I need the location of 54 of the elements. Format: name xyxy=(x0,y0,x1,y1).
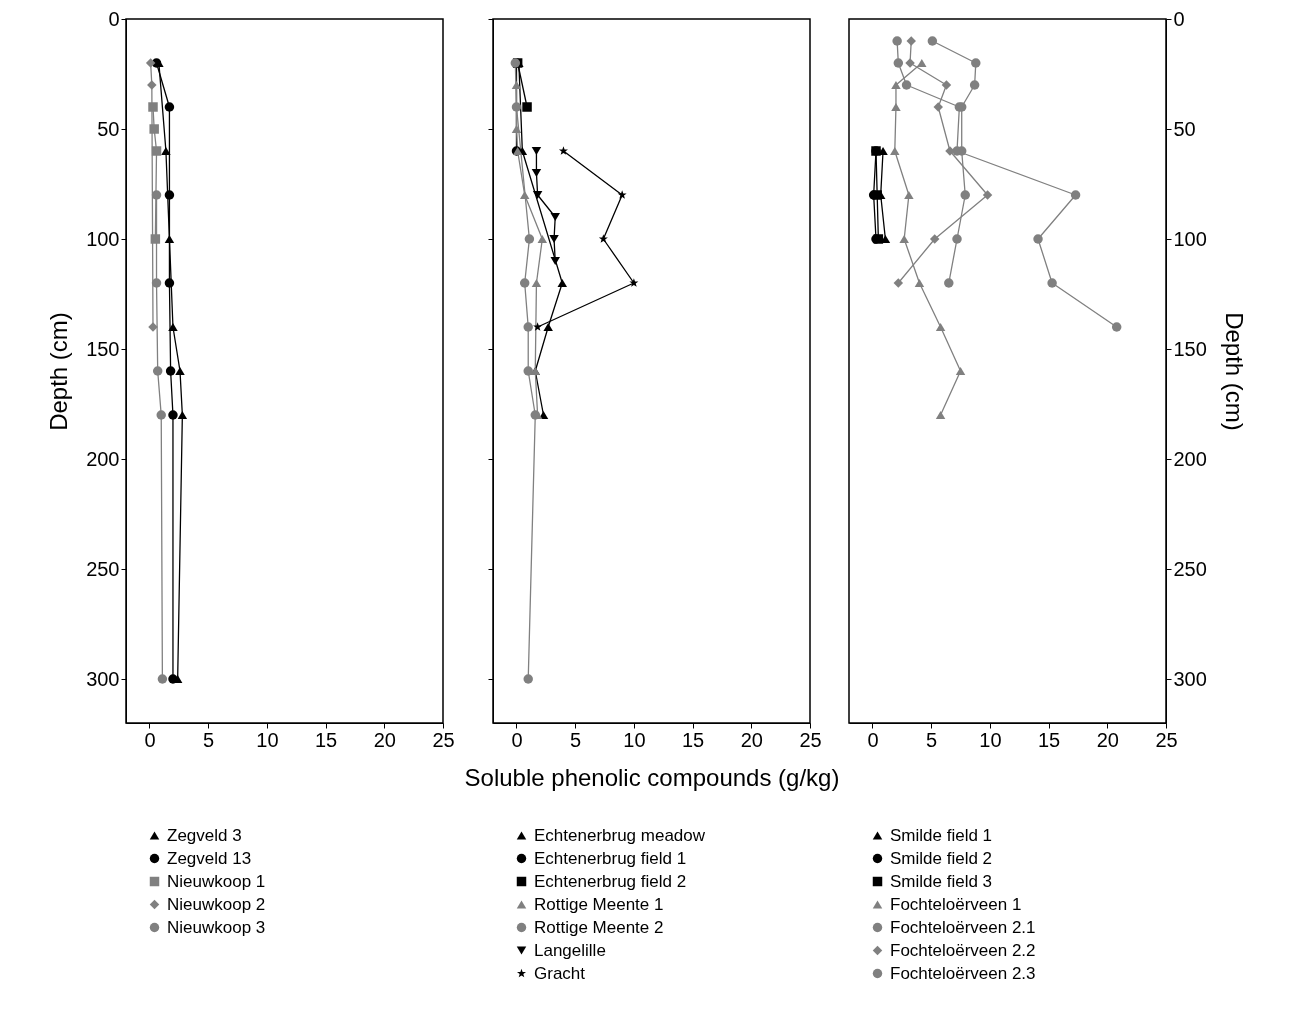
legend-label: Zegveld 3 xyxy=(167,825,242,845)
x-tick-label: 0 xyxy=(144,728,156,751)
legend-label: Nieuwkoop 3 xyxy=(167,917,266,937)
x-tick-label: 25 xyxy=(799,728,822,751)
y-tick-label: 300 xyxy=(86,667,120,690)
x-tick-label: 5 xyxy=(926,728,938,751)
legend-label: Nieuwkoop 1 xyxy=(167,871,266,891)
legend-label: Rottige Meente 2 xyxy=(534,917,664,937)
x-axis-title: Soluble phenolic compounds (g/kg) xyxy=(464,763,840,791)
legend-label: Smilde field 2 xyxy=(890,848,993,868)
legend-label: Gracht xyxy=(534,963,586,983)
y2-tick-label: 50 xyxy=(1173,117,1196,140)
legend-label: Fochteloërveen 2.2 xyxy=(890,940,1036,960)
x-tick-label: 10 xyxy=(623,728,646,751)
legend-label: Zegveld 13 xyxy=(167,848,252,868)
y-axis-title: Depth (cm) xyxy=(45,312,73,431)
x-tick-label: 10 xyxy=(256,728,279,751)
y-tick-label: 150 xyxy=(86,337,120,360)
y-tick-label: 0 xyxy=(108,7,120,30)
legend-label: Fochteloërveen 1 xyxy=(890,894,1022,914)
x-tick-label: 0 xyxy=(511,728,523,751)
legend-label: Echtenerbrug field 2 xyxy=(534,871,687,891)
x-tick-label: 0 xyxy=(867,728,879,751)
y2-tick-label: 300 xyxy=(1173,667,1207,690)
legend-label: Nieuwkoop 2 xyxy=(167,894,266,914)
x-tick-label: 5 xyxy=(203,728,215,751)
y-tick-label: 50 xyxy=(97,117,120,140)
y2-tick-label: 200 xyxy=(1173,447,1207,470)
legend-label: Echtenerbrug field 1 xyxy=(534,848,687,868)
legend-label: Echtenerbrug meadow xyxy=(534,825,706,845)
x-tick-label: 15 xyxy=(314,728,338,751)
x-tick-label: 20 xyxy=(1096,728,1119,751)
x-tick-label: 20 xyxy=(373,728,396,751)
legend-label: Smilde field 1 xyxy=(890,825,993,845)
legend-label: Rottige Meente 1 xyxy=(534,894,664,914)
x-tick-label: 25 xyxy=(1155,728,1178,751)
legend-label: Fochteloërveen 2.1 xyxy=(890,917,1036,937)
y2-axis-title: Depth (cm) xyxy=(1220,312,1248,431)
y-tick-label: 200 xyxy=(86,447,120,470)
x-tick-label: 15 xyxy=(681,728,705,751)
legend-label: Fochteloërveen 2.3 xyxy=(890,963,1036,983)
y-tick-label: 100 xyxy=(86,227,120,250)
legend-label: Smilde field 3 xyxy=(890,871,993,891)
y2-tick-label: 100 xyxy=(1173,227,1207,250)
y-tick-label: 250 xyxy=(86,557,120,580)
x-tick-label: 15 xyxy=(1037,728,1061,751)
y2-tick-label: 0 xyxy=(1173,7,1185,30)
x-tick-label: 20 xyxy=(740,728,763,751)
y2-tick-label: 150 xyxy=(1173,337,1207,360)
x-tick-label: 10 xyxy=(979,728,1002,751)
x-tick-label: 25 xyxy=(432,728,455,751)
legend-label: Langelille xyxy=(534,940,606,960)
x-tick-label: 5 xyxy=(570,728,582,751)
y2-tick-label: 250 xyxy=(1173,557,1207,580)
